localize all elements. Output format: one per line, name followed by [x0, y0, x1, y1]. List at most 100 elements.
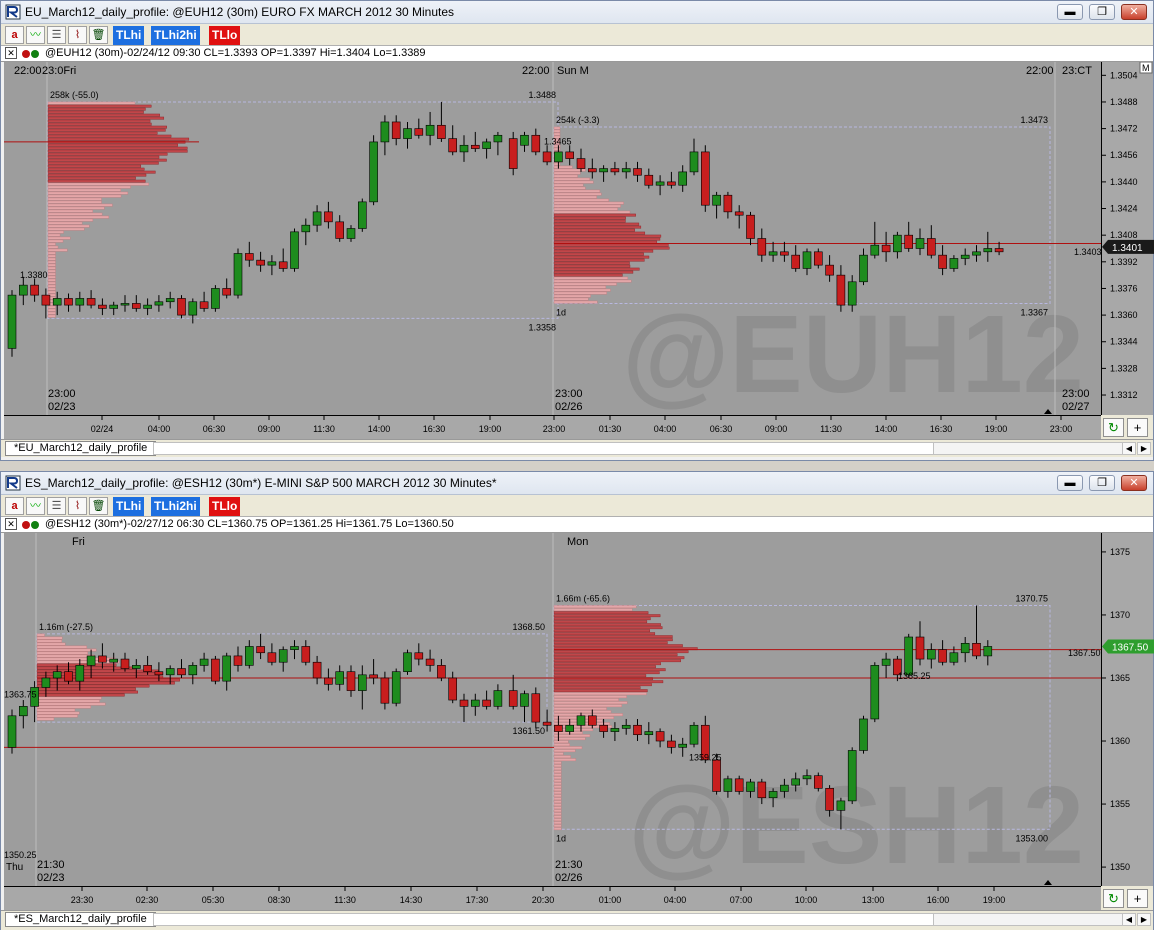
candle-up [188, 301, 198, 316]
maximize-button[interactable]: ❐ [1089, 475, 1115, 491]
time-tick-label: 23:00 [1050, 424, 1073, 434]
candle-up [746, 781, 755, 792]
profile-bar [47, 248, 68, 252]
profile-bar [553, 297, 589, 301]
refresh-button[interactable]: ↻ [1103, 418, 1124, 437]
candle-down [414, 128, 424, 136]
profile-bar [47, 278, 56, 282]
candle-up [768, 791, 778, 799]
workspace-tab[interactable]: *EU_March12_daily_profile [5, 441, 157, 456]
profile-bar [553, 695, 627, 699]
profile-bar [553, 282, 617, 286]
title-bar[interactable]: ES_March12_daily_profile: @ESH12 (30m*) … [1, 472, 1153, 495]
horizontal-scrollbar[interactable] [153, 442, 1133, 455]
zoom-in-button[interactable]: + [1127, 418, 1148, 437]
profile-bar [553, 300, 598, 304]
profile-bar [553, 632, 656, 636]
profile-bar [47, 254, 56, 258]
close-button[interactable]: ✕ [1121, 475, 1147, 491]
restore-icon: ❐ [1097, 477, 1107, 489]
profile-bar [553, 219, 626, 223]
profile-bar [36, 714, 78, 718]
scroll-thumb[interactable] [154, 443, 934, 454]
profile-bar [47, 158, 167, 162]
profile-bar [553, 180, 594, 184]
profile-bar [47, 179, 146, 183]
scroll-right-button[interactable]: ▶ [1137, 442, 1151, 455]
horizontal-scrollbar[interactable] [153, 913, 1133, 926]
analysis-icon[interactable]: a [5, 26, 24, 44]
zoom-in-button[interactable]: + [1127, 889, 1148, 908]
list-icon[interactable]: ☰ [47, 497, 66, 515]
candle-down [757, 238, 767, 256]
candle-down [335, 221, 345, 239]
scroll-left-button[interactable]: ◀ [1122, 442, 1136, 455]
candle-up [644, 731, 654, 736]
time-tick-label: 17:30 [466, 895, 489, 905]
price-axis[interactable]: 1.3504 1.3488 1.3472 1.3456 1.3440 1.3424 1.34… [1101, 61, 1154, 415]
profile-bar [47, 215, 109, 219]
tl-hi2hi-button[interactable]: TLhi2hi [151, 497, 200, 516]
maximize-button[interactable]: ❐ [1089, 4, 1115, 20]
profile-bar [553, 192, 602, 196]
candle-up [983, 248, 993, 253]
candle-up [165, 668, 175, 676]
tl-lo-button[interactable]: TLlo [209, 26, 241, 45]
refresh-icon: ↻ [1108, 891, 1119, 906]
trash-icon[interactable]: 🗑 [89, 497, 108, 515]
scroll-left-button[interactable]: ◀ [1122, 913, 1136, 926]
tl-lo-button[interactable]: TLlo [209, 497, 241, 516]
profile-bar [47, 188, 121, 192]
drawing-icon[interactable]: ⌇ [68, 497, 87, 515]
time-tick-label: 07:00 [730, 895, 753, 905]
profile-bar [553, 291, 607, 295]
annotation-label: 1365.25 [898, 671, 931, 681]
profile-bar [553, 779, 562, 783]
symbol-info-bar: ✕ @ESH12 (30m*)-02/27/12 06:30 CL=1360.7… [1, 517, 1153, 533]
profile-bar [553, 689, 648, 693]
workspace-tab[interactable]: *ES_March12_daily_profile [5, 912, 156, 927]
profile-bar [553, 761, 562, 765]
scroll-thumb[interactable] [154, 914, 934, 925]
profile-bar [553, 141, 561, 145]
candle-up [52, 298, 62, 306]
minimize-button[interactable]: ▬ [1057, 4, 1083, 20]
candle-down [542, 721, 552, 726]
close-icon[interactable]: ✕ [5, 518, 17, 530]
time-axis[interactable]: 02/24 04:00 06:30 09:00 11:30 14:00 16:30 19:00… [4, 415, 1101, 439]
profile-bar [47, 236, 71, 240]
indicator-icon[interactable]: 〰 [26, 26, 45, 44]
price-chart[interactable]: @ESH12 Fri Mon 21:30 02/23 21:30 02/26 Thu 1.16m… [4, 533, 1101, 886]
time-axis[interactable]: 23:30 02:30 05:30 08:30 11:30 14:30 17:30 20:30… [4, 886, 1101, 910]
title-bar[interactable]: EU_March12_daily_profile: @EUH12 (30m) E… [1, 1, 1153, 24]
scroll-right-button[interactable]: ▶ [1137, 913, 1151, 926]
close-icon[interactable]: ✕ [5, 47, 17, 59]
candle-down [746, 214, 755, 239]
price-axis[interactable]: 1375 1370 1365 1360 1355 1350 1367.50 [1101, 533, 1154, 886]
annotation-label: 1.3380 [20, 270, 48, 280]
tl-hi-button[interactable]: TLhi [113, 497, 145, 516]
tl-hi2hi-button[interactable]: TLhi2hi [151, 26, 200, 45]
minimize-button[interactable]: ▬ [1057, 475, 1083, 491]
candle-down [301, 646, 311, 663]
drawing-icon[interactable]: ⌇ [68, 26, 87, 44]
profile-bar [553, 650, 689, 654]
refresh-button[interactable]: ↻ [1103, 889, 1124, 908]
price-tick-label: 1350 [1110, 862, 1130, 872]
annotation-label: 1350.25 [4, 850, 37, 860]
profile-bar [36, 699, 100, 703]
profile-bar [47, 311, 56, 315]
candle-up [75, 298, 85, 306]
candle-up [132, 665, 141, 669]
profile-bar [553, 216, 626, 220]
analysis-icon[interactable]: a [5, 497, 24, 515]
indicator-icon[interactable]: 〰 [26, 497, 45, 515]
close-button[interactable]: ✕ [1121, 4, 1147, 20]
list-icon[interactable]: ☰ [47, 26, 66, 44]
price-chart[interactable]: @EUH12 22:00 23:0Fri 22:00 Sun M 22:00 23:CT 23… [4, 62, 1101, 415]
trash-icon[interactable]: 🗑 [89, 26, 108, 44]
profile-bar [553, 129, 561, 133]
tl-hi-button[interactable]: TLhi [113, 26, 145, 45]
profile-bar [47, 272, 56, 276]
